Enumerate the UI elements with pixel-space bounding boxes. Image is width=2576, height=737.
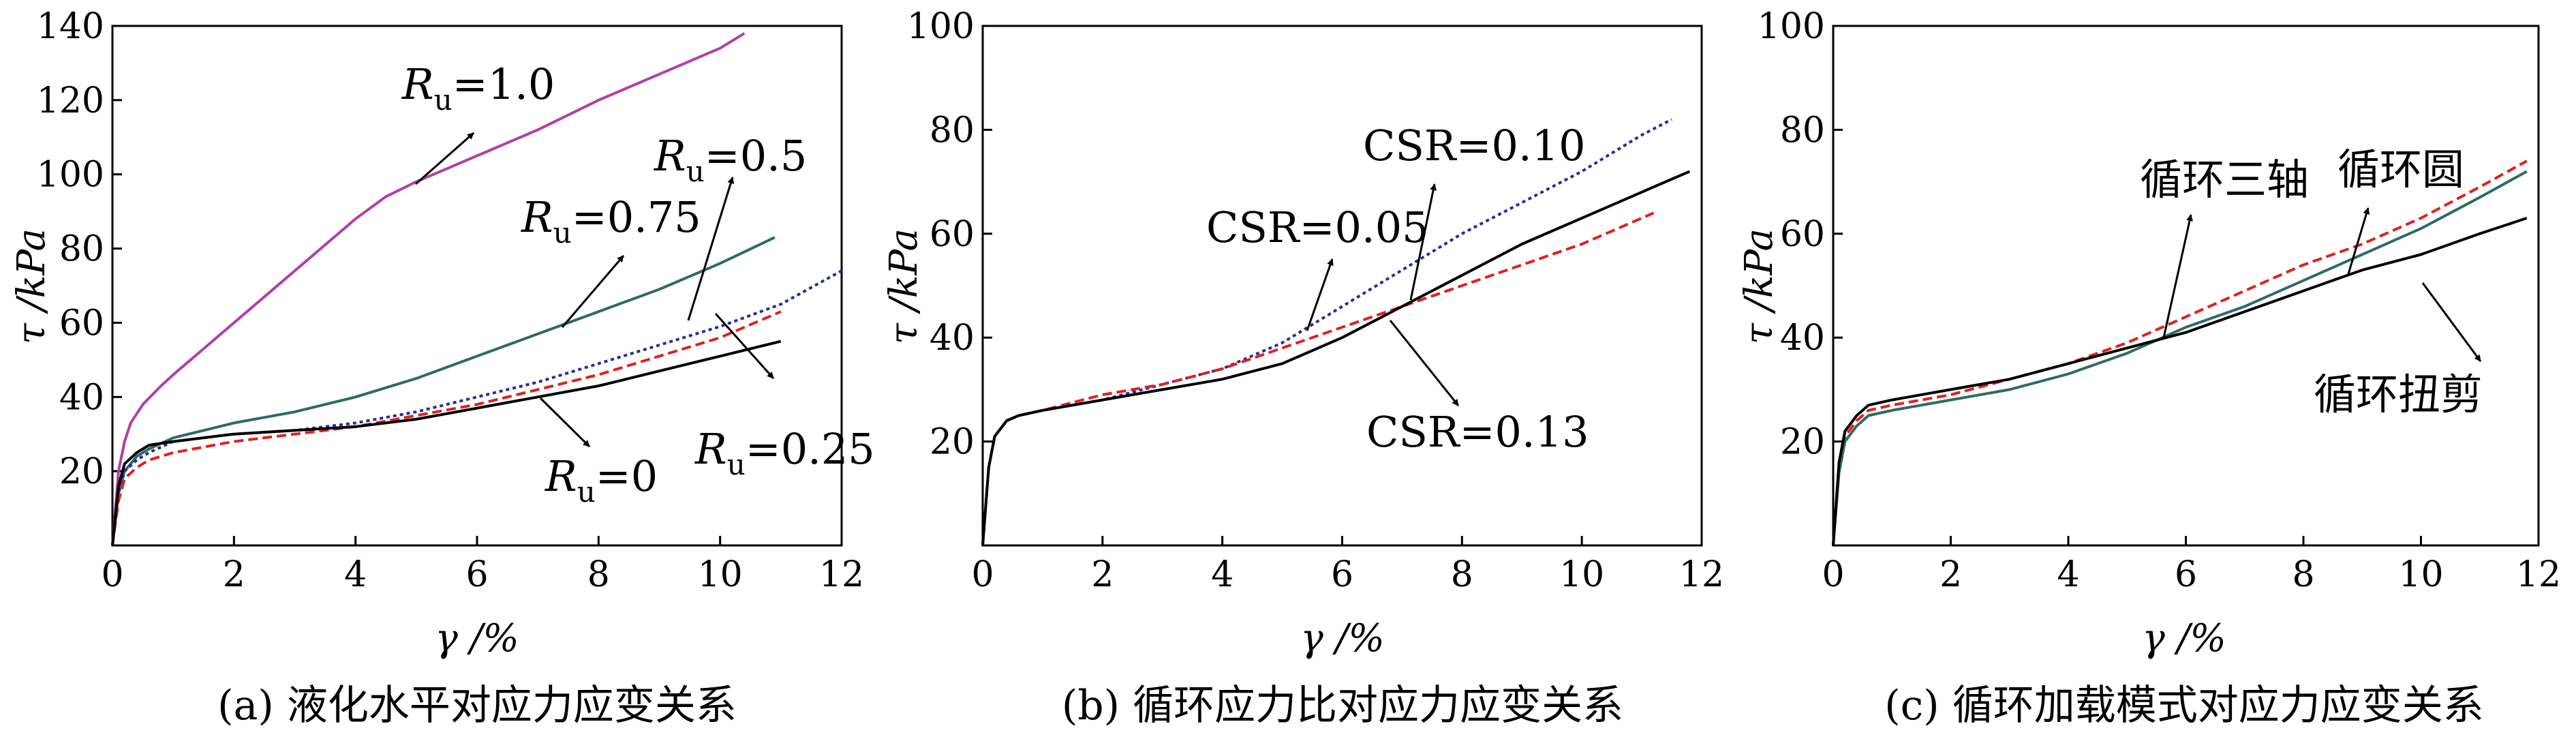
x-tick-label: 2	[1091, 554, 1114, 595]
annotation-arrow	[1306, 258, 1334, 331]
series-line	[111, 236, 776, 546]
plot-frame	[1832, 25, 2540, 547]
panel-a: 0 2 4 6 8 10 12 20 40 60 80 100 120 140 Ru=1.0 Ru=0.7…	[10, 6, 875, 730]
x-tick-label: 0	[971, 554, 994, 595]
y-tick-label: 40	[1780, 318, 1825, 359]
panel-caption: (c) 循环加载模式对应力应变关系	[1884, 682, 2484, 730]
x-tick-label: 0	[101, 554, 123, 595]
y-tick-label: 60	[930, 214, 975, 255]
x-tick-label: 4	[1211, 554, 1233, 595]
x-tick-label: 8	[1451, 554, 1473, 595]
y-tick-label: 60	[59, 303, 104, 344]
plot-frame	[981, 25, 1703, 547]
x-tick-label: 2	[1939, 554, 1962, 595]
annotation-csr-010: CSR=0.10	[1363, 121, 1586, 170]
axis-ticks: 0 2 4 6 8 10 12 20 40 60 80 100	[907, 6, 1724, 595]
annotation-csr-005: CSR=0.05	[1206, 202, 1429, 252]
y-tick-label: 100	[37, 155, 104, 196]
x-axis-label: γ /%	[2142, 616, 2226, 661]
series-lines	[981, 118, 1691, 546]
series-line	[111, 32, 746, 546]
x-tick-label: 12	[1679, 554, 1724, 595]
x-axis-label: γ /%	[435, 616, 519, 661]
y-axis-label: τ /kPa	[1737, 228, 1781, 344]
y-tick-label: 140	[37, 6, 104, 47]
series-line	[111, 310, 782, 546]
y-tick-label: 60	[1780, 214, 1825, 255]
x-tick-label: 12	[819, 554, 864, 595]
annotation-arrow	[687, 177, 735, 321]
x-tick-label: 12	[2516, 554, 2561, 595]
annotations: 循环三轴 循环圆 循环扭剪	[2140, 145, 2483, 419]
annotation-arrow	[2421, 282, 2482, 362]
series-line	[981, 211, 1655, 546]
x-tick-label: 8	[587, 554, 610, 595]
x-tick-label: 4	[344, 554, 367, 595]
annotation-torsional: 循环扭剪	[2314, 370, 2483, 419]
x-tick-label: 6	[1331, 554, 1353, 595]
x-axis-label: γ /%	[1300, 616, 1384, 661]
axis-ticks: 0 2 4 6 8 10 12 20 40 60 80 100 120 140	[37, 6, 864, 595]
x-tick-label: 2	[223, 554, 245, 595]
y-tick-label: 20	[930, 422, 975, 463]
annotation-arrow	[2162, 214, 2193, 338]
series-line	[981, 170, 1691, 546]
annotation-ru-0: Ru=0	[545, 451, 658, 509]
annotation-arrow	[539, 397, 591, 448]
annotation-arrow	[2346, 207, 2370, 277]
y-tick-label: 100	[1758, 6, 1825, 47]
series-line	[111, 340, 782, 546]
annotation-ru-1: Ru=1.0	[401, 59, 555, 117]
y-tick-label: 80	[1780, 110, 1825, 151]
series-line	[111, 269, 842, 546]
x-tick-label: 6	[2175, 554, 2197, 595]
x-tick-label: 0	[1822, 554, 1844, 595]
annotation-arrow	[714, 312, 775, 380]
y-tick-label: 40	[930, 318, 975, 359]
annotation-arrow	[1389, 320, 1460, 406]
x-tick-label: 6	[465, 554, 488, 595]
series-line	[1832, 217, 2528, 546]
x-tick-label: 10	[698, 554, 743, 595]
annotation-triaxial: 循环三轴	[2140, 155, 2309, 205]
y-tick-label: 20	[59, 451, 104, 492]
panel-caption: (b) 循环应力比对应力应变关系	[1062, 682, 1623, 730]
y-axis-label: τ /kPa	[882, 228, 926, 344]
annotations: Ru=1.0 Ru=0.75 Ru=0.5 Ru=0.25 Ru=0	[401, 59, 875, 509]
panel-b: 0 2 4 6 8 10 12 20 40 60 80 100 CSR=0.10 CSR=0.05 C…	[882, 6, 1724, 730]
y-tick-label: 20	[1780, 422, 1825, 463]
annotation-csr-013: CSR=0.13	[1366, 407, 1589, 457]
annotation-ru-025: Ru=0.25	[694, 424, 875, 481]
y-tick-label: 80	[59, 229, 104, 270]
annotation-ru-075: Ru=0.75	[521, 192, 701, 250]
series-line	[1832, 160, 2528, 546]
x-tick-label: 8	[2292, 554, 2314, 595]
axis-ticks: 0 2 4 6 8 10 12 20 40 60 80 100	[1758, 6, 2561, 595]
panel-caption: (a) 液化水平对应力应变关系	[217, 682, 737, 730]
x-tick-label: 10	[2398, 554, 2443, 595]
annotation-ru-05: Ru=0.5	[654, 131, 807, 188]
x-tick-label: 10	[1559, 554, 1604, 595]
y-tick-label: 80	[930, 110, 975, 151]
annotation-arrow	[415, 132, 474, 185]
annotation-arrow	[1409, 183, 1437, 301]
y-tick-label: 40	[59, 377, 104, 418]
annotation-circular: 循环圆	[2337, 145, 2464, 194]
x-tick-label: 4	[2057, 554, 2079, 595]
annotations: CSR=0.10 CSR=0.05 CSR=0.13	[1206, 121, 1589, 457]
series-lines	[1832, 160, 2528, 546]
annotation-arrow	[561, 255, 625, 328]
y-tick-label: 100	[907, 6, 975, 47]
y-tick-label: 120	[37, 80, 104, 121]
series-line	[1832, 170, 2528, 546]
y-axis-label: τ /kPa	[10, 228, 54, 344]
series-lines	[111, 32, 842, 546]
